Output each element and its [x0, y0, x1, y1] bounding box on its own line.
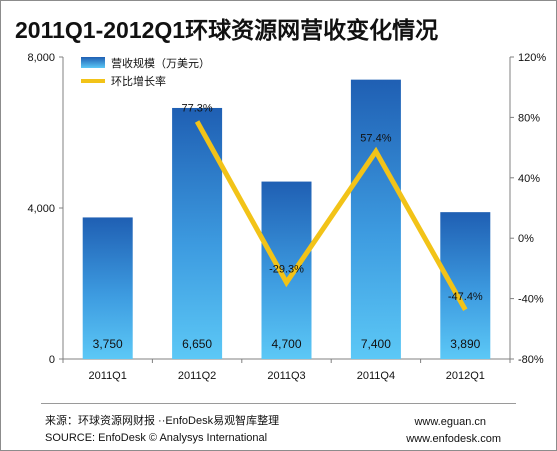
growth-label: -47.4%: [448, 291, 483, 303]
growth-label: 57.4%: [360, 133, 391, 145]
revenue-bar-label: 3,750: [93, 337, 123, 351]
revenue-bar-label: 4,700: [271, 337, 301, 351]
chart-title: 2011Q1-2012Q1环球资源网营收变化情况: [15, 17, 439, 43]
growth-label: -29.3%: [269, 263, 304, 275]
legend-label-growth: 环比增长率: [111, 74, 166, 88]
growth-label: 77.3%: [181, 102, 212, 114]
legend-swatch-revenue: [81, 57, 105, 68]
revenue-bar-label: 3,890: [450, 337, 480, 351]
x-tick-label: 2012Q1: [446, 370, 485, 382]
bars-layer: [82, 79, 491, 360]
right-tick-label: 120%: [518, 52, 546, 64]
chart-footer: 来源：环球资源网财报 ··EnfoDesk易观智库整理 SOURCE: Enfo…: [1, 399, 556, 449]
source-english: SOURCE: EnfoDesk © Analysys Internationa…: [45, 432, 268, 444]
revenue-bar: [172, 107, 223, 360]
growth-line: [194, 120, 468, 312]
legend: 营收规模（万美元） 环比增长率: [81, 56, 210, 88]
url-eguan: www.eguan.cn: [414, 416, 486, 428]
axes-layer: 0 4,000 8,000 -80% -40% 0% 40% 80% 120% 2011Q1 201…: [27, 52, 546, 382]
revenue-bar: [261, 181, 312, 359]
x-tick-label: 2011Q1: [89, 370, 127, 382]
left-tick-label: 8,000: [27, 52, 55, 64]
footer-divider: [41, 403, 516, 404]
legend-label-revenue: 营收规模（万美元）: [111, 56, 210, 70]
revenue-bar-label: 7,400: [361, 337, 391, 351]
revenue-bar-label: 6,650: [182, 337, 212, 351]
revenue-bar: [350, 79, 401, 360]
right-tick-label: 0%: [518, 233, 534, 245]
url-enfodesk: www.enfodesk.com: [406, 433, 501, 445]
right-tick-label: -40%: [518, 294, 544, 306]
growth-line-layer: [194, 120, 468, 312]
right-tick-label: 80%: [518, 112, 540, 124]
right-tick-label: -80%: [518, 354, 544, 366]
x-tick-label: 2011Q3: [267, 370, 305, 382]
x-tick-label: 2011Q4: [357, 370, 395, 382]
revenue-chart: 0 4,000 8,000 -80% -40% 0% 40% 80% 120% 2011Q1 201…: [27, 52, 546, 382]
source-chinese: 来源：环球资源网财报 ··EnfoDesk易观智库整理: [45, 415, 280, 427]
revenue-bar: [82, 217, 133, 359]
revenue-bar: [440, 212, 491, 359]
left-tick-label: 0: [49, 354, 55, 366]
left-tick-label: 4,000: [27, 203, 55, 215]
x-tick-label: 2011Q2: [178, 370, 216, 382]
right-tick-label: 40%: [518, 173, 540, 185]
labels-layer: 3,750 6,650 4,700 7,400 3,890 77.3% -29.3% 57.4…: [93, 102, 483, 351]
